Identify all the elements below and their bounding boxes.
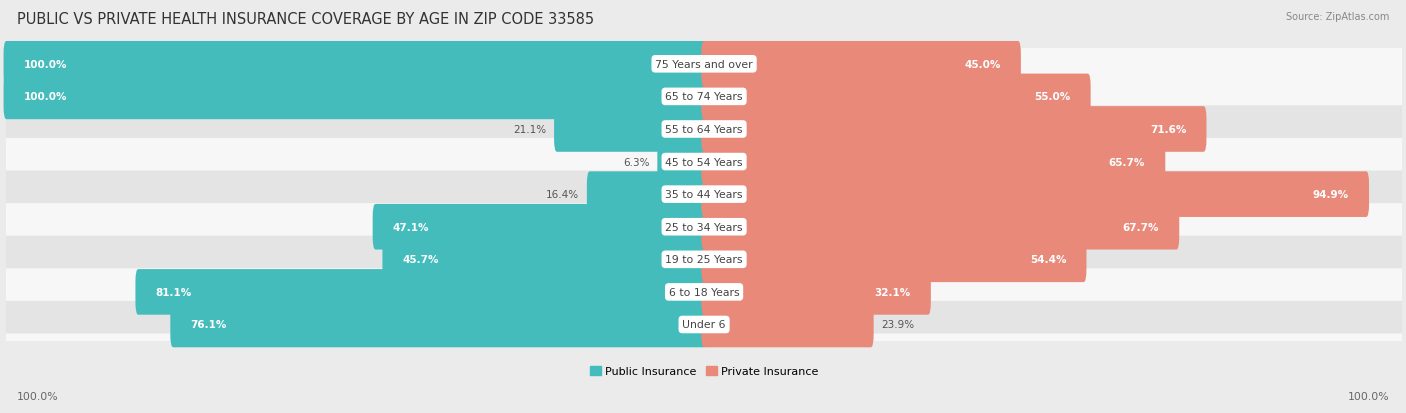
Text: PUBLIC VS PRIVATE HEALTH INSURANCE COVERAGE BY AGE IN ZIP CODE 33585: PUBLIC VS PRIVATE HEALTH INSURANCE COVER… xyxy=(17,12,593,27)
Text: 19 to 25 Years: 19 to 25 Years xyxy=(665,255,742,265)
Text: Source: ZipAtlas.com: Source: ZipAtlas.com xyxy=(1285,12,1389,22)
Text: 65 to 74 Years: 65 to 74 Years xyxy=(665,92,742,102)
Text: 100.0%: 100.0% xyxy=(24,92,67,102)
FancyBboxPatch shape xyxy=(1,88,1406,171)
Text: 6 to 18 Years: 6 to 18 Years xyxy=(669,287,740,297)
FancyBboxPatch shape xyxy=(170,302,707,347)
Text: 45.0%: 45.0% xyxy=(965,59,1001,70)
FancyBboxPatch shape xyxy=(382,237,707,282)
Text: 100.0%: 100.0% xyxy=(17,391,59,401)
Text: 21.1%: 21.1% xyxy=(513,125,547,135)
Text: 35 to 44 Years: 35 to 44 Years xyxy=(665,190,742,199)
Text: 65.7%: 65.7% xyxy=(1109,157,1144,167)
FancyBboxPatch shape xyxy=(702,74,1091,120)
Text: 76.1%: 76.1% xyxy=(191,320,226,330)
FancyBboxPatch shape xyxy=(1,283,1406,366)
Text: 71.6%: 71.6% xyxy=(1150,125,1187,135)
FancyBboxPatch shape xyxy=(702,172,1369,217)
Text: 81.1%: 81.1% xyxy=(156,287,191,297)
FancyBboxPatch shape xyxy=(4,42,707,88)
Text: 45.7%: 45.7% xyxy=(402,255,439,265)
FancyBboxPatch shape xyxy=(702,269,931,315)
Text: 25 to 34 Years: 25 to 34 Years xyxy=(665,222,742,232)
Text: Under 6: Under 6 xyxy=(682,320,725,330)
FancyBboxPatch shape xyxy=(702,204,1180,250)
Text: 32.1%: 32.1% xyxy=(875,287,911,297)
FancyBboxPatch shape xyxy=(702,237,1087,282)
Text: 23.9%: 23.9% xyxy=(882,320,914,330)
FancyBboxPatch shape xyxy=(1,186,1406,268)
Text: 45 to 54 Years: 45 to 54 Years xyxy=(665,157,742,167)
Legend: Public Insurance, Private Insurance: Public Insurance, Private Insurance xyxy=(589,366,818,376)
Text: 47.1%: 47.1% xyxy=(392,222,429,232)
FancyBboxPatch shape xyxy=(702,107,1206,152)
FancyBboxPatch shape xyxy=(4,74,707,120)
Text: 55 to 64 Years: 55 to 64 Years xyxy=(665,125,742,135)
FancyBboxPatch shape xyxy=(1,251,1406,334)
FancyBboxPatch shape xyxy=(702,302,873,347)
Text: 16.4%: 16.4% xyxy=(546,190,579,199)
FancyBboxPatch shape xyxy=(135,269,707,315)
Text: 54.4%: 54.4% xyxy=(1029,255,1066,265)
FancyBboxPatch shape xyxy=(1,218,1406,301)
Text: 55.0%: 55.0% xyxy=(1035,92,1070,102)
FancyBboxPatch shape xyxy=(658,140,707,185)
Text: 100.0%: 100.0% xyxy=(1347,391,1389,401)
FancyBboxPatch shape xyxy=(586,172,707,217)
Text: 6.3%: 6.3% xyxy=(623,157,650,167)
Text: 67.7%: 67.7% xyxy=(1122,222,1159,232)
FancyBboxPatch shape xyxy=(1,121,1406,204)
Text: 94.9%: 94.9% xyxy=(1313,190,1348,199)
FancyBboxPatch shape xyxy=(702,140,1166,185)
FancyBboxPatch shape xyxy=(1,153,1406,236)
FancyBboxPatch shape xyxy=(1,23,1406,106)
Text: 75 Years and over: 75 Years and over xyxy=(655,59,752,70)
FancyBboxPatch shape xyxy=(373,204,707,250)
FancyBboxPatch shape xyxy=(1,56,1406,139)
FancyBboxPatch shape xyxy=(702,42,1021,88)
Text: 100.0%: 100.0% xyxy=(24,59,67,70)
FancyBboxPatch shape xyxy=(554,107,707,152)
